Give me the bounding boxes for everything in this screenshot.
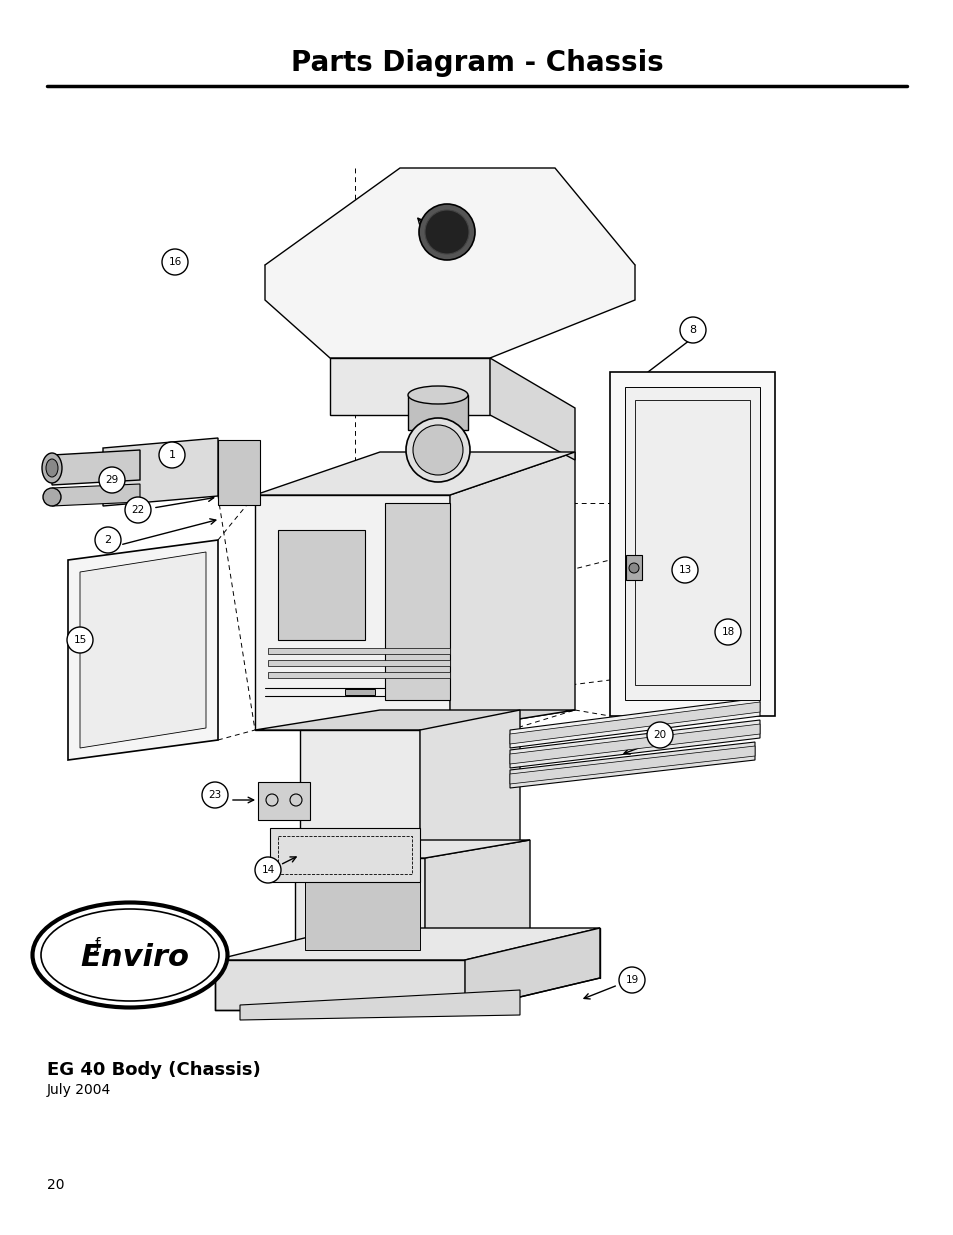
Polygon shape [490,358,575,459]
Polygon shape [257,782,310,820]
Polygon shape [254,452,575,495]
Text: 2: 2 [104,535,112,545]
Circle shape [618,967,644,993]
Circle shape [99,467,125,493]
Text: 8: 8 [689,325,696,335]
Polygon shape [103,438,218,506]
Polygon shape [510,698,760,748]
Text: 15: 15 [73,635,87,645]
Circle shape [406,417,470,482]
Polygon shape [265,168,635,358]
Polygon shape [254,495,450,730]
Text: 13: 13 [678,564,691,576]
Ellipse shape [42,453,62,483]
Circle shape [671,557,698,583]
Polygon shape [270,827,419,882]
Circle shape [418,204,475,261]
Polygon shape [510,746,754,784]
Polygon shape [305,864,419,950]
Polygon shape [294,858,424,960]
Circle shape [424,210,469,254]
Circle shape [67,627,92,653]
Polygon shape [635,400,749,685]
Text: 29: 29 [105,475,118,485]
Polygon shape [419,710,519,858]
Polygon shape [450,452,575,730]
Circle shape [679,317,705,343]
Polygon shape [52,484,140,506]
Polygon shape [385,503,450,700]
Polygon shape [268,672,450,678]
Text: 20: 20 [47,1178,65,1192]
Polygon shape [510,701,760,743]
Circle shape [714,619,740,645]
Circle shape [628,563,639,573]
Text: July 2004: July 2004 [47,1083,112,1097]
Polygon shape [330,358,490,415]
Circle shape [159,442,185,468]
Circle shape [202,782,228,808]
Text: 20: 20 [653,730,666,740]
Polygon shape [268,659,450,666]
Text: 16: 16 [168,257,181,267]
Ellipse shape [408,387,468,404]
Ellipse shape [32,903,227,1008]
Polygon shape [218,440,260,505]
Polygon shape [68,540,218,760]
Circle shape [125,496,151,522]
Polygon shape [299,730,419,858]
Ellipse shape [43,488,61,506]
Circle shape [95,527,121,553]
Text: EG 40 Body (Chassis): EG 40 Body (Chassis) [47,1061,260,1079]
Text: 14: 14 [261,864,274,876]
Text: Parts Diagram - Chassis: Parts Diagram - Chassis [291,49,662,77]
Polygon shape [80,552,206,748]
Text: Enviro: Enviro [80,944,190,972]
Polygon shape [214,960,464,1010]
Text: 23: 23 [208,790,221,800]
Polygon shape [408,395,468,430]
Circle shape [254,857,281,883]
Polygon shape [625,555,641,580]
Text: 18: 18 [720,627,734,637]
Polygon shape [268,648,450,655]
Circle shape [162,249,188,275]
Polygon shape [609,372,774,716]
Circle shape [646,722,672,748]
Polygon shape [510,742,754,788]
Polygon shape [424,840,530,960]
Circle shape [413,425,462,475]
Polygon shape [624,387,760,700]
Text: 1: 1 [169,450,175,459]
Polygon shape [240,990,519,1020]
Polygon shape [214,927,599,960]
Ellipse shape [46,459,58,477]
Polygon shape [510,724,760,764]
Text: 19: 19 [625,974,638,986]
Polygon shape [52,450,140,485]
Polygon shape [294,840,530,858]
Polygon shape [345,689,375,695]
Polygon shape [254,710,575,730]
Polygon shape [510,720,760,768]
Text: ƒ: ƒ [95,937,101,952]
Polygon shape [277,530,365,640]
Text: 22: 22 [132,505,145,515]
Polygon shape [464,927,599,1010]
